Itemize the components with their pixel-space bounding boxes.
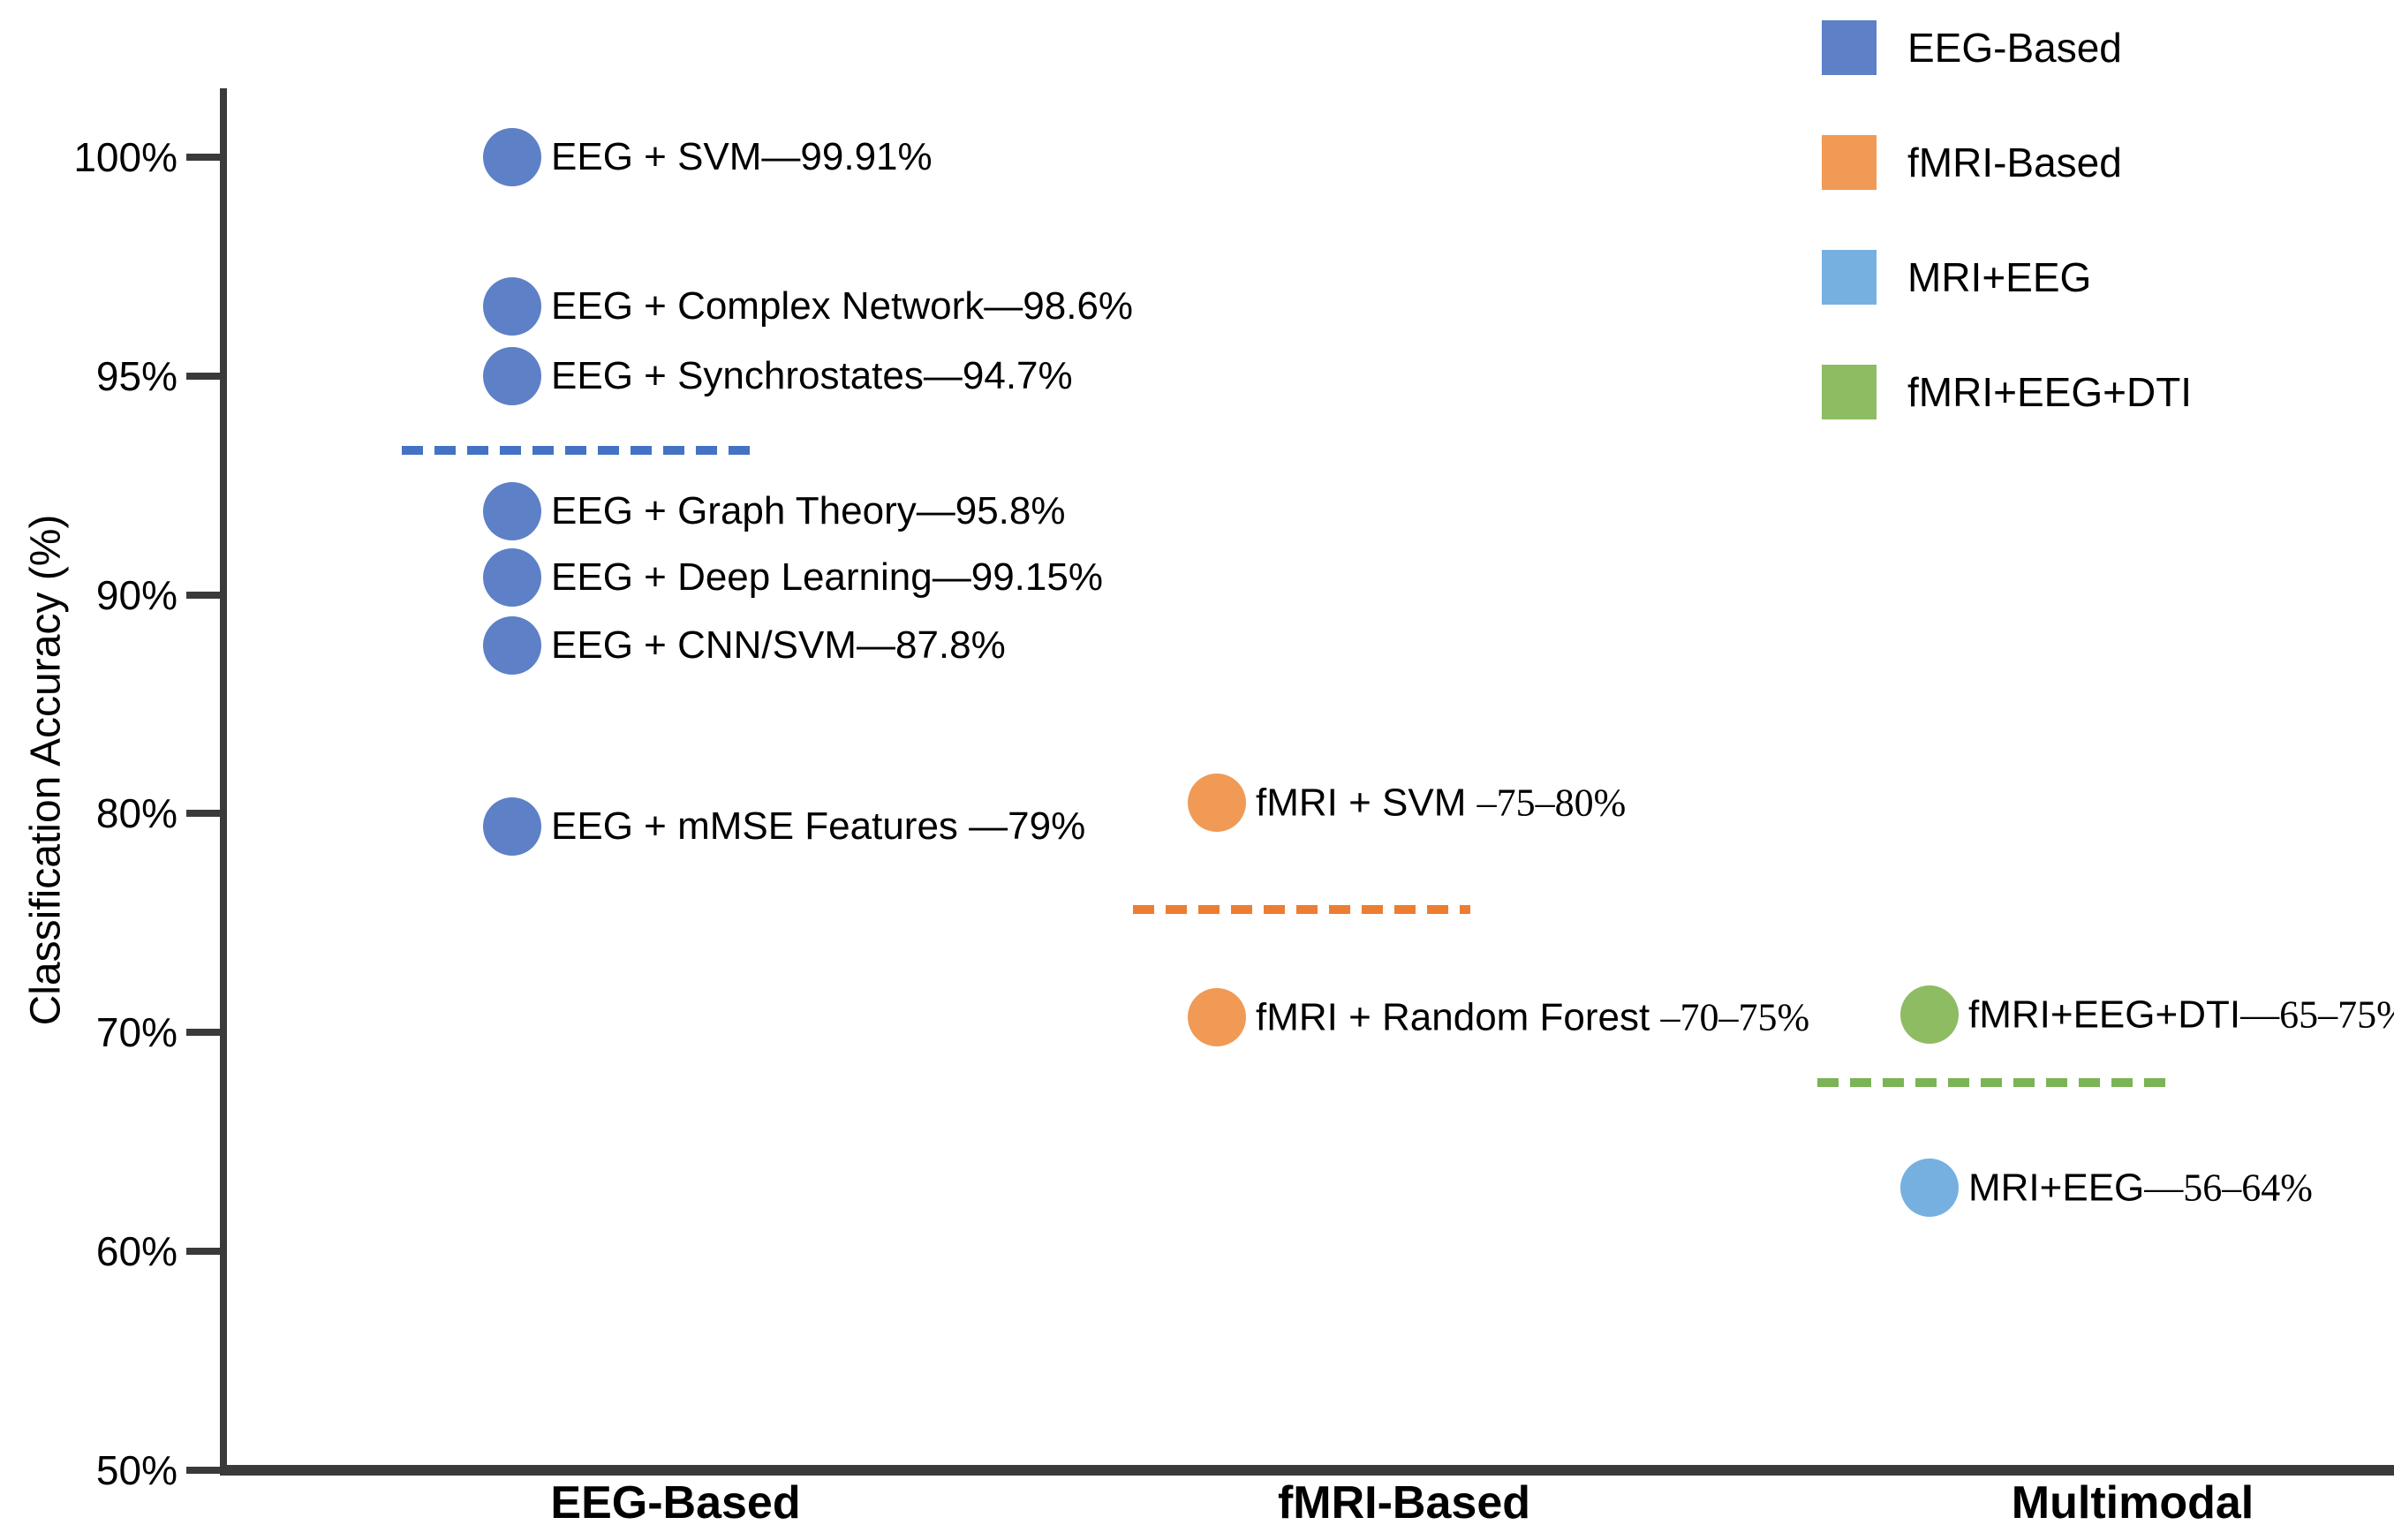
data-point-marker: [483, 346, 541, 405]
data-point-value: —87.8%: [856, 623, 1006, 667]
data-point-marker: [1900, 985, 1959, 1045]
threshold-dashed-line: [1133, 905, 1470, 915]
data-point-marker: [483, 276, 541, 336]
data-point-value: —79%: [969, 804, 1086, 849]
legend-swatch-mri-eeg: [1822, 250, 1877, 305]
y-tick-label: 50%: [95, 1446, 177, 1493]
data-point-value: —65–75%: [2240, 993, 2394, 1037]
legend-label-fmri-based: fMRI-Based: [1907, 140, 2122, 185]
legend-swatch-fmri-based: [1822, 135, 1877, 190]
data-point-marker: [483, 797, 541, 857]
data-point-label: EEG + Graph Theory—95.8%: [551, 489, 1066, 533]
x-category-label: Multimodal: [2011, 1477, 2254, 1529]
data-point-method: EEG + Synchrostates: [551, 353, 924, 397]
data-point-method: MRI+EEG: [1968, 1166, 2145, 1210]
data-point-marker: [483, 615, 541, 675]
threshold-dashed-line: [402, 446, 761, 456]
data-point-value: —98.6%: [984, 283, 1134, 328]
data-point-value: –75–80%: [1476, 781, 1627, 825]
y-tick-mark: [186, 591, 223, 599]
data-point-method: EEG + SVM: [551, 135, 762, 178]
y-tick-label: 100%: [73, 134, 177, 180]
y-tick-label: 70%: [95, 1009, 177, 1056]
x-category-label: fMRI-Based: [1277, 1477, 1531, 1529]
y-tick-mark: [186, 810, 223, 818]
y-tick-mark: [186, 1248, 223, 1255]
legend-swatch-fmri-eeg-dti: [1822, 365, 1877, 419]
data-point-method: fMRI + SVM: [1256, 781, 1477, 825]
legend-label-eeg-based: EEG-Based: [1907, 25, 2122, 71]
data-point-value: —99.15%: [932, 555, 1103, 599]
data-point-method: EEG + CNN/SVM: [551, 623, 857, 667]
data-point-label: EEG + CNN/SVM—87.8%: [551, 623, 1006, 668]
data-point-value: —94.7%: [923, 353, 1073, 397]
legend-label-fmri-eeg-dti: fMRI+EEG+DTI: [1907, 369, 2193, 415]
y-tick-label: 80%: [95, 790, 177, 837]
data-point-marker: [1188, 774, 1246, 832]
data-point-method: EEG + Graph Theory: [551, 489, 917, 533]
y-tick-label: 90%: [95, 571, 177, 618]
data-point-value: –70–75%: [1660, 995, 1810, 1039]
y-tick-label: 60%: [95, 1228, 177, 1274]
legend-swatch-eeg-based: [1822, 20, 1877, 75]
x-axis-line: [220, 1465, 2394, 1476]
y-tick-mark: [186, 154, 223, 161]
y-tick-mark: [186, 372, 223, 380]
data-point-method: fMRI+EEG+DTI: [1968, 993, 2241, 1037]
legend-label-mri-eeg: MRI+EEG: [1907, 254, 2092, 300]
data-point-label: fMRI + SVM –75–80%: [1256, 781, 1626, 826]
y-tick-mark: [186, 1029, 223, 1037]
data-point-value: —95.8%: [916, 489, 1066, 533]
data-point-method: EEG + Complex Network: [551, 283, 985, 328]
data-point-value: —99.91%: [761, 135, 933, 178]
data-point-method: fMRI + Random Forest: [1256, 995, 1661, 1039]
data-point-label: EEG + Complex Network—98.6%: [551, 284, 1133, 328]
data-point-value: —56–64%: [2144, 1166, 2313, 1210]
y-tick-mark: [186, 1466, 223, 1474]
threshold-dashed-line: [1817, 1078, 2177, 1088]
data-point-marker: [483, 128, 541, 186]
data-point-label: fMRI+EEG+DTI—65–75%: [1968, 993, 2394, 1038]
data-point-method: EEG + mMSE Features: [551, 804, 970, 849]
data-point-label: fMRI + Random Forest –70–75%: [1256, 994, 1809, 1039]
y-tick-label: 95%: [95, 352, 177, 399]
data-point-label: EEG + Synchrostates—94.7%: [551, 354, 1073, 398]
data-point-marker: [1900, 1159, 1959, 1218]
data-point-marker: [483, 482, 541, 541]
data-point-label: MRI+EEG—56–64%: [1968, 1166, 2313, 1211]
data-point-label: EEG + SVM—99.91%: [551, 135, 933, 179]
data-point-marker: [483, 547, 541, 607]
data-point-marker: [1188, 987, 1246, 1046]
data-point-method: EEG + Deep Learning: [551, 555, 933, 599]
data-point-label: EEG + mMSE Features —79%: [551, 804, 1085, 849]
data-point-label: EEG + Deep Learning—99.15%: [551, 555, 1103, 600]
x-category-label: EEG-Based: [550, 1477, 801, 1529]
y-axis-line: [220, 88, 227, 1476]
